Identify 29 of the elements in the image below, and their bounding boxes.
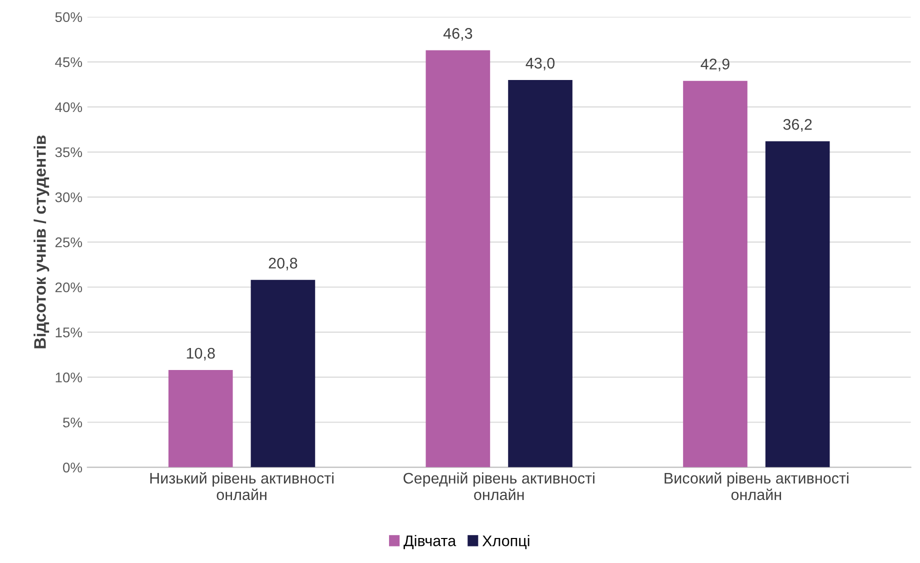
y-tick-label: 15% (56, 328, 82, 338)
y-tick-label: 45% (55, 57, 82, 68)
y-tick-label: 0% (63, 462, 82, 472)
data-label: 36,2 (783, 119, 812, 132)
data-label: 46,3 (443, 28, 472, 41)
y-tick-label: 50% (55, 12, 82, 22)
y-tick-label: 20% (55, 282, 82, 292)
data-label: 10,8 (186, 348, 215, 360)
bar (168, 370, 233, 468)
y-tick-label: 35% (55, 147, 82, 158)
legend-label: Хлопці (482, 535, 530, 550)
bar (250, 280, 316, 468)
x-tick-label: Низький рівень активності онлайн (150, 472, 334, 500)
bar (426, 50, 490, 468)
y-axis-title: Відсоток учнів / студентів (34, 135, 50, 348)
bar (508, 80, 572, 468)
data-label: 20,8 (268, 258, 298, 270)
y-tick-label: 25% (55, 237, 82, 248)
y-tick-label: 30% (55, 192, 82, 202)
data-label: 43,0 (526, 58, 555, 70)
y-tick-label: 10% (56, 372, 82, 382)
x-tick-label: Середній рівень активності онлайн (404, 472, 594, 500)
legend-label: Дівчата (404, 535, 456, 550)
data-label: 42,9 (700, 58, 730, 72)
y-tick-label: 40% (55, 102, 82, 112)
bar (765, 141, 830, 468)
bar (683, 80, 748, 468)
y-tick-label: 5% (63, 418, 82, 428)
x-tick-label: Високий рівень активності онлайн (664, 472, 848, 500)
